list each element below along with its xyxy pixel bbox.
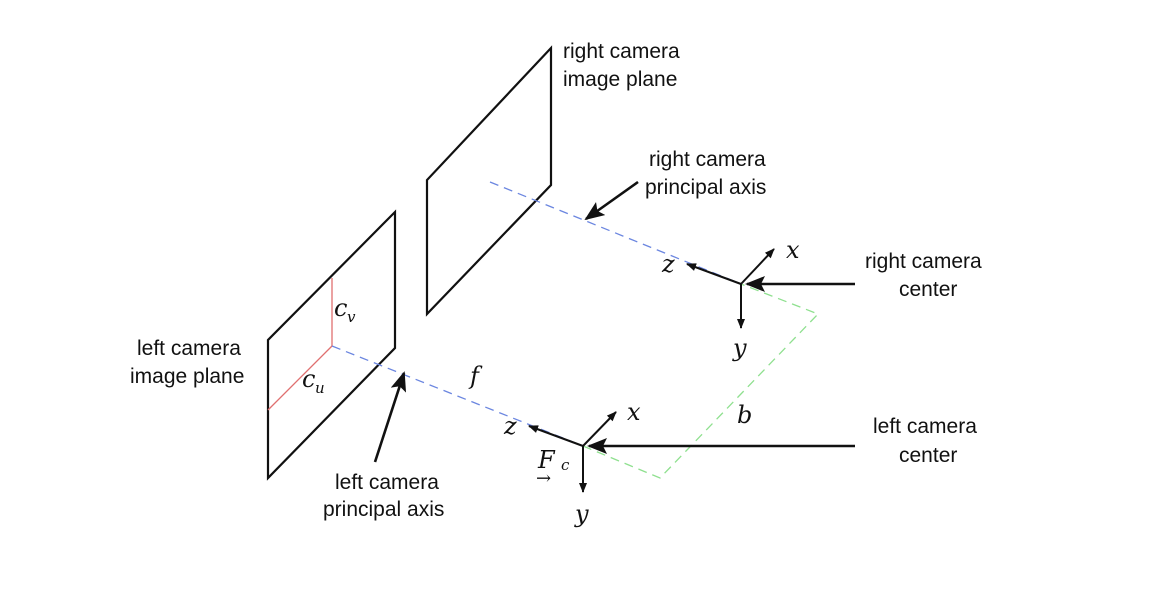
left-axis-label-line2: principal axis [323, 498, 444, 521]
right-center-label-line1: right camera [865, 250, 982, 273]
right-y-symbol: y [732, 334, 747, 362]
left-axis-label-line1: left camera [335, 471, 439, 494]
left-plane-label-line1: left camera [137, 337, 241, 360]
right-plane-label-line1: right camera [563, 40, 680, 63]
left-z-axis-arrow [529, 426, 583, 446]
right-plane-label-line2: image plane [563, 68, 677, 91]
left-z-symbol: z [503, 412, 517, 440]
cu-offset-line [268, 346, 332, 410]
right-center-label-line2: center [899, 278, 957, 301]
right-z-symbol: z [661, 250, 675, 278]
left-center-label-line1: left camera [873, 415, 977, 438]
cv-subscript: v [347, 308, 356, 326]
left-center-label-line2: center [899, 444, 957, 467]
left-x-axis-arrow [583, 412, 616, 446]
cu-subscript: u [315, 379, 325, 397]
cv-symbol: c [334, 294, 347, 322]
right-x-symbol: x [786, 236, 800, 264]
right-axis-label-line2: principal axis [645, 176, 766, 199]
left-axis-pointer-arrow [375, 373, 404, 462]
frame-subscript: c [561, 456, 570, 474]
frame-underarrow: → [536, 468, 551, 489]
baseline-symbol: b [737, 401, 752, 429]
right-image-plane [427, 48, 551, 314]
baseline-line [583, 284, 818, 478]
left-x-symbol: x [627, 398, 641, 426]
right-axis-label-line1: right camera [649, 148, 766, 171]
right-x-axis-arrow [741, 249, 774, 284]
focal-length-symbol: f [468, 362, 483, 390]
right-axis-pointer-arrow [586, 182, 638, 219]
left-y-symbol: y [574, 500, 589, 528]
right-z-axis-arrow [687, 264, 741, 284]
cu-symbol: c [302, 365, 315, 393]
left-plane-label-line2: image plane [130, 365, 244, 388]
